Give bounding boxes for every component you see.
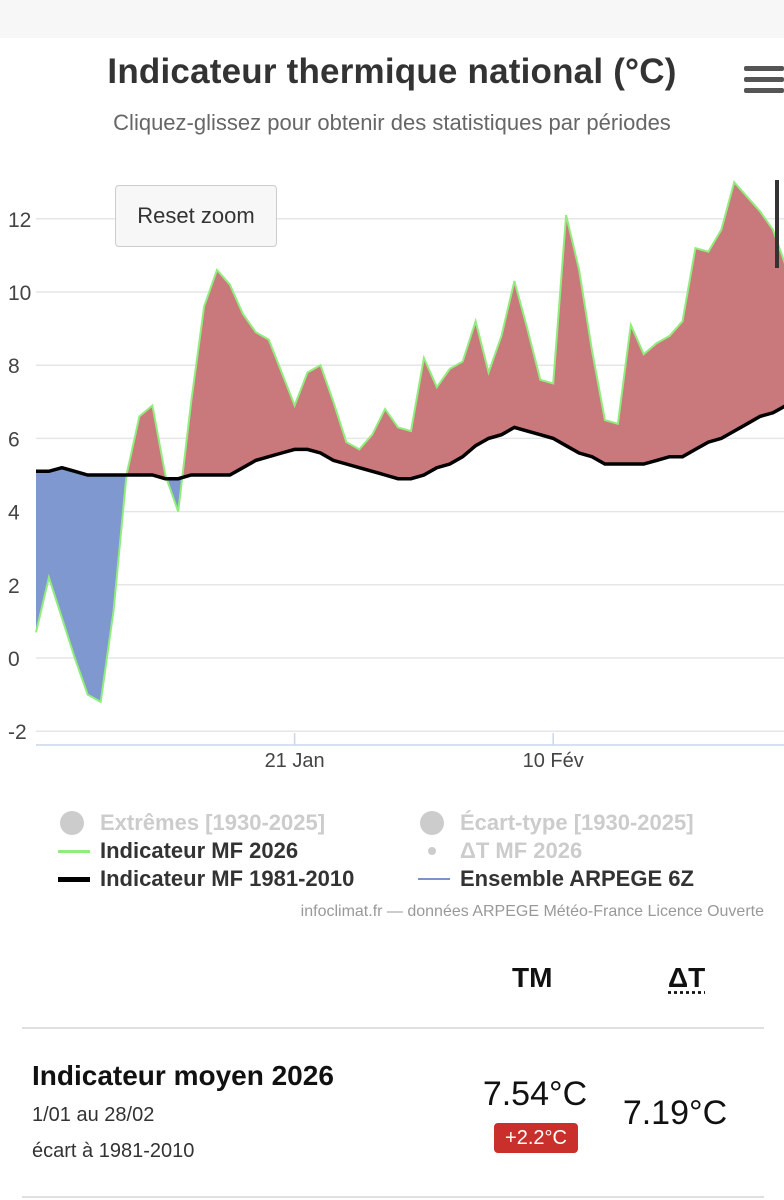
stats-tm-value: 7.54°C [482,1075,588,1113]
chart-fills [36,182,784,702]
stats-delta-t-value: 7.19°C [622,1094,728,1132]
warm-anomaly-area [182,182,784,479]
x-tick-label: 21 Jan [265,750,325,772]
chart-lines [35,180,784,704]
legend-line-icon [56,836,92,866]
chart-axes: -2 0 2 4 6 8 10 12 21 Jan 10 Fév [8,209,784,772]
legend-dot-icon [416,808,452,838]
stats-separator [22,1196,764,1198]
chart-credits[interactable]: infoclimat.fr — données ARPEGE Météo-Fra… [300,903,764,920]
menu-bar [744,77,784,82]
legend-line-icon [416,864,452,894]
menu-bar [744,88,784,93]
series-line-mf-1981-2010 [36,404,784,481]
legend-small-dot-icon [416,836,452,866]
anomaly-badge: +2.2°C [494,1123,578,1153]
menu-bar [744,66,784,71]
legend-label: ΔT MF 2026 [460,838,583,863]
y-tick-label: 10 [8,282,31,305]
chart-subtitle: Cliquez-glissez pour obtenir des statist… [113,110,671,135]
legend-label: Écart-type [1930-2025] [460,810,694,835]
stats-row-title: Indicateur moyen 2026 [32,1060,334,1091]
legend-label: Ensemble ARPEGE 6Z [460,866,694,891]
thermal-chart[interactable]: -2 0 2 4 6 8 10 12 21 Jan 10 Fév [0,150,784,790]
cold-anomaly-area [36,467,127,702]
y-tick-label: 2 [8,575,20,598]
top-strip [0,0,784,38]
stats-header-delta-t[interactable]: ΔT [668,962,706,993]
y-tick-label: 8 [8,355,20,378]
y-tick-label: 4 [8,502,20,525]
legend-label: Indicateur MF 2026 [100,838,299,863]
stats-separator [22,1027,764,1029]
legend-dot-icon [56,808,92,838]
y-tick-label: 0 [8,648,20,671]
legend-label: Indicateur MF 1981-2010 [100,866,355,891]
x-tick-label: 10 Fév [523,750,584,772]
series-line-mf-2026 [35,180,784,704]
stats-row-note: écart à 1981-2010 [32,1140,195,1162]
warm-anomaly-area [126,405,167,479]
y-tick-label: 6 [8,428,20,451]
legend-thick-line-icon [56,864,92,894]
stats-table: TM ΔT Indicateur moyen 2026 1/01 au 28/0… [0,932,784,1200]
reset-zoom-button[interactable]: Reset zoom [115,185,277,247]
stats-header-tm: TM [512,962,553,993]
legend-label: Extrêmes [1930-2025] [100,810,326,835]
hamburger-menu-icon[interactable] [744,66,784,102]
y-tick-label: -2 [8,721,27,744]
chart-title: Indicateur thermique national (°C) [107,52,677,91]
chart-legend: Extrêmes [1930-2025] Écart-type [1930-20… [0,806,784,906]
y-tick-label: 12 [8,209,31,232]
stats-row-period: 1/01 au 28/02 [32,1104,155,1126]
